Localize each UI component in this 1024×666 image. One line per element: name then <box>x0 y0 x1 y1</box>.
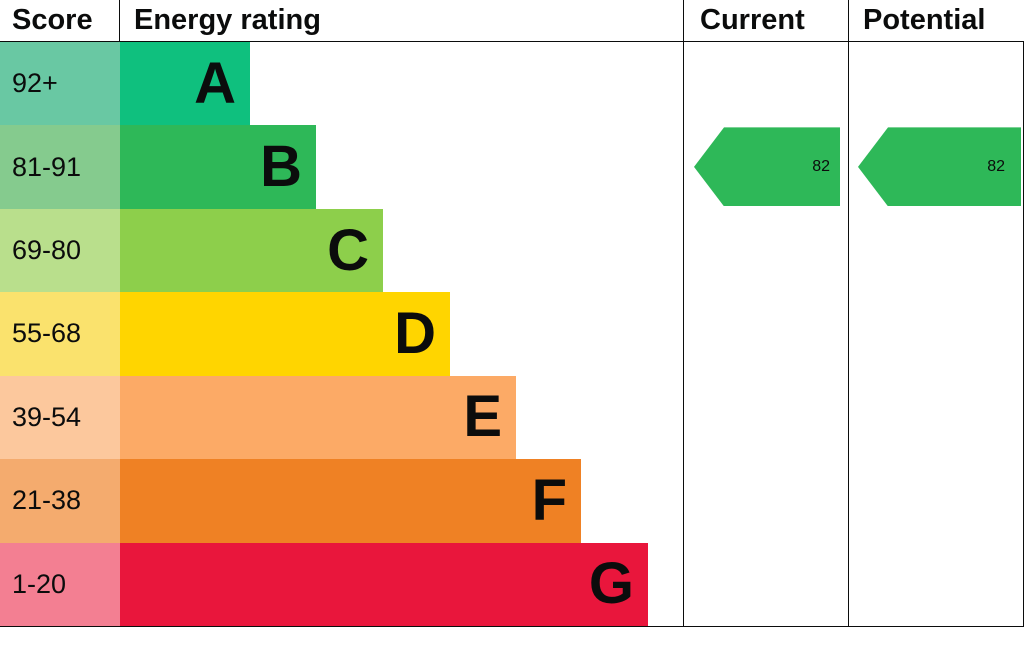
band-score-cell: 92+ <box>0 42 120 126</box>
table-bottom-border <box>0 626 1024 627</box>
current-column <box>683 42 848 626</box>
band-score-label: 21-38 <box>12 485 82 516</box>
band-score-cell: 1-20 <box>0 542 120 626</box>
header-potential: Potential <box>848 0 1024 41</box>
potential-rating-arrow: 82 <box>858 127 1021 207</box>
band-rows: 92+ A 81-91 B 69-80 C 55-68 <box>0 42 683 626</box>
band-letter: E <box>463 384 502 450</box>
header-current: Current <box>683 0 848 41</box>
band-score-label: 81-91 <box>12 151 82 182</box>
band-letter: D <box>394 300 436 366</box>
band-score-label: 92+ <box>12 68 58 99</box>
band-letter: B <box>260 134 302 200</box>
band-row: 1-20 G <box>0 542 683 626</box>
band-bar: D <box>120 292 450 376</box>
band-bar: A <box>120 42 250 126</box>
current-rating-arrow: 82 <box>694 127 840 207</box>
band-score-cell: 69-80 <box>0 208 120 293</box>
band-score-cell: 39-54 <box>0 375 120 460</box>
header-row: Score Energy rating Current Potential <box>0 0 1024 42</box>
band-bar: F <box>120 459 581 543</box>
band-letter: C <box>327 217 369 283</box>
band-letter: G <box>588 551 634 617</box>
band-row: 55-68 D <box>0 292 683 376</box>
band-score-cell: 55-68 <box>0 292 120 376</box>
current-rating-value: 82 <box>812 157 830 175</box>
band-score-label: 69-80 <box>12 235 82 266</box>
band-score-label: 55-68 <box>12 318 82 349</box>
band-letter: F <box>531 467 567 533</box>
band-bar: E <box>120 375 516 460</box>
header-score: Score <box>0 0 120 41</box>
potential-rating-value: 82 <box>987 157 1005 175</box>
band-row: 69-80 C <box>0 208 683 293</box>
band-letter: A <box>194 50 236 116</box>
band-score-label: 1-20 <box>12 568 67 599</box>
band-score-cell: 21-38 <box>0 459 120 543</box>
band-score-cell: 81-91 <box>0 125 120 209</box>
header-energy-rating: Energy rating <box>134 4 321 36</box>
band-row: 92+ A <box>0 42 683 126</box>
band-bar: C <box>120 208 383 293</box>
band-bar: B <box>120 125 316 209</box>
band-row: 21-38 F <box>0 459 683 543</box>
band-score-label: 39-54 <box>12 401 82 432</box>
band-row: 81-91 B <box>0 125 683 209</box>
band-row: 39-54 E <box>0 375 683 460</box>
band-bar: G <box>120 542 648 626</box>
